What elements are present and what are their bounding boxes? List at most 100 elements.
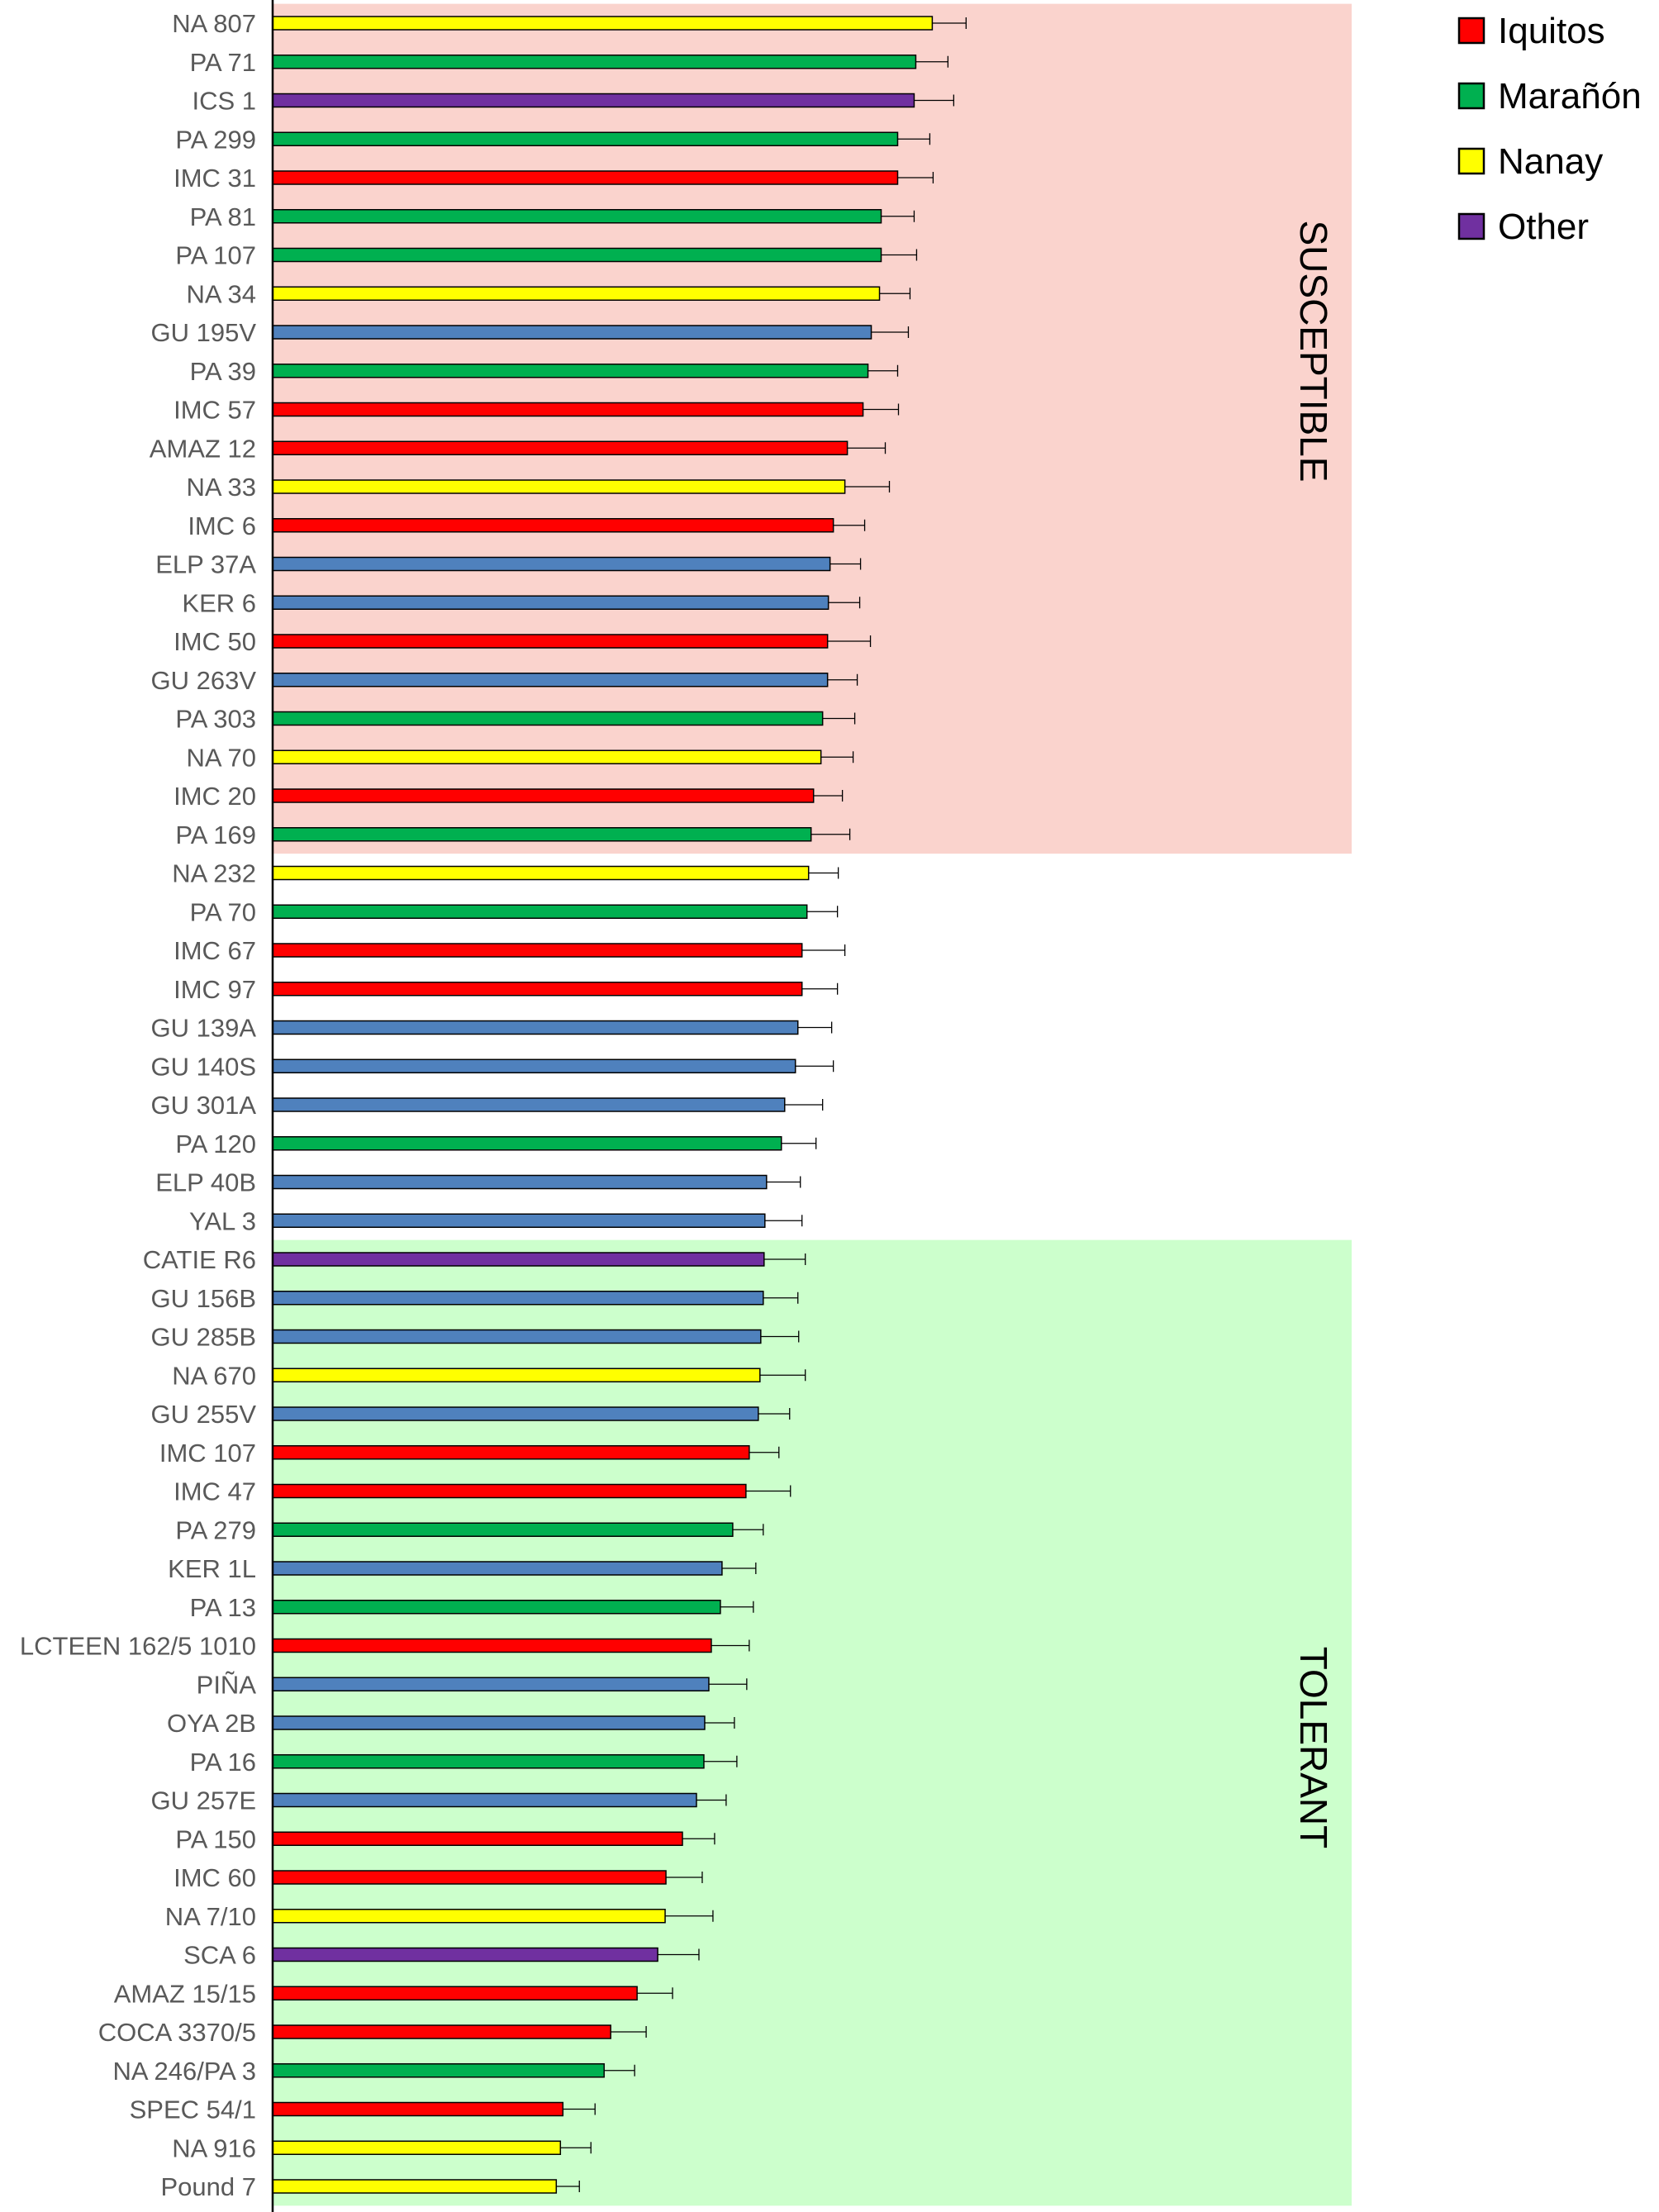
error-bar bbox=[704, 1717, 735, 1729]
category-label: NA 916 bbox=[172, 2134, 256, 2162]
bar bbox=[272, 286, 881, 301]
error-bar bbox=[871, 326, 910, 338]
bar bbox=[272, 1947, 658, 1962]
category-label: YAL 3 bbox=[189, 1206, 256, 1235]
category-label: IMC 31 bbox=[174, 164, 256, 193]
bar bbox=[272, 2101, 564, 2117]
error-bar bbox=[797, 1021, 833, 1034]
bar bbox=[272, 711, 824, 726]
category-label: NA 70 bbox=[187, 743, 256, 772]
category-label: SPEC 54/1 bbox=[130, 2095, 256, 2124]
error-bar bbox=[758, 1408, 791, 1420]
error-bar bbox=[897, 133, 931, 145]
bar bbox=[272, 2140, 562, 2155]
category-label: GU 263V bbox=[150, 666, 256, 695]
legend-item: Other bbox=[1457, 207, 1589, 247]
bar bbox=[272, 1097, 786, 1112]
error-bar bbox=[682, 1833, 715, 1845]
error-bar bbox=[720, 1601, 754, 1613]
error-bar bbox=[637, 1987, 673, 2000]
bar bbox=[272, 2063, 605, 2078]
error-bar bbox=[897, 172, 934, 183]
bar bbox=[272, 1445, 750, 1460]
category-label: GU 301A bbox=[150, 1091, 256, 1120]
category-label: NA 33 bbox=[187, 473, 256, 502]
bar bbox=[272, 904, 808, 919]
category-label: AMAZ 12 bbox=[150, 434, 256, 463]
bar bbox=[272, 1020, 799, 1035]
error-bar bbox=[611, 2026, 647, 2038]
error-bar bbox=[749, 1446, 780, 1458]
category-label: CATIE R6 bbox=[143, 1245, 256, 1274]
bar bbox=[272, 1638, 712, 1653]
category-label: NA 670 bbox=[172, 1361, 256, 1390]
error-bar bbox=[881, 210, 915, 222]
legend-swatch bbox=[1457, 147, 1485, 175]
legend-item: Marañón bbox=[1457, 76, 1642, 117]
error-bar bbox=[703, 1755, 738, 1767]
bar bbox=[272, 595, 830, 610]
category-label: Pound 7 bbox=[161, 2172, 257, 2201]
bar bbox=[272, 1561, 723, 1576]
category-label: PA 279 bbox=[175, 1515, 256, 1544]
category-label: PA 169 bbox=[175, 821, 256, 849]
category-label: COCA 3370/5 bbox=[98, 2018, 256, 2047]
category-label: IMC 50 bbox=[174, 627, 256, 656]
bar bbox=[272, 1715, 706, 1730]
zone-label-susceptible: SUSCEPTIBLE bbox=[1292, 221, 1335, 483]
error-bar bbox=[732, 1524, 764, 1536]
error-bar bbox=[696, 1794, 727, 1806]
category-label: KER 1L bbox=[168, 1554, 256, 1583]
legend-swatch bbox=[1457, 212, 1485, 240]
bar bbox=[272, 556, 831, 572]
error-bar bbox=[764, 1215, 803, 1227]
bar bbox=[272, 440, 849, 455]
error-bar bbox=[760, 1330, 800, 1343]
category-label: GU 255V bbox=[150, 1400, 256, 1429]
error-bar bbox=[830, 558, 862, 570]
error-bar bbox=[813, 790, 844, 802]
category-label: PA 71 bbox=[190, 48, 256, 77]
error-bar bbox=[763, 1253, 806, 1265]
bar bbox=[272, 943, 803, 958]
bar bbox=[272, 364, 869, 378]
bar bbox=[272, 93, 915, 108]
bar bbox=[272, 55, 917, 69]
category-label: GU 195V bbox=[150, 318, 256, 347]
category-label: PA 70 bbox=[190, 897, 256, 926]
bar bbox=[272, 1792, 697, 1808]
bar bbox=[272, 1406, 759, 1421]
error-bar bbox=[822, 712, 856, 725]
category-label: PA 39 bbox=[190, 357, 256, 386]
bar bbox=[272, 1754, 705, 1769]
bar bbox=[272, 479, 846, 494]
error-bar bbox=[827, 673, 858, 686]
bar bbox=[272, 1986, 638, 2000]
bar bbox=[272, 749, 822, 764]
category-label: NA 34 bbox=[187, 279, 256, 308]
error-bar bbox=[808, 867, 839, 879]
category-label: KER 6 bbox=[182, 588, 256, 617]
bar bbox=[272, 402, 864, 417]
bar bbox=[272, 634, 829, 649]
category-label: IMC 57 bbox=[174, 396, 256, 425]
bar bbox=[272, 1483, 747, 1499]
legend: Iquitos Marañón Nanay Other bbox=[1457, 11, 1642, 247]
category-label: OYA 2B bbox=[167, 1709, 256, 1738]
bar bbox=[272, 247, 882, 263]
category-label: PIÑA bbox=[197, 1670, 257, 1699]
category-label: IMC 6 bbox=[188, 511, 256, 540]
bar bbox=[272, 1329, 762, 1344]
error-bar bbox=[766, 1176, 801, 1188]
category-label: GU 140S bbox=[150, 1052, 256, 1081]
category-label: NA 807 bbox=[172, 9, 256, 38]
bar bbox=[272, 1291, 764, 1306]
bar bbox=[272, 673, 829, 687]
category-label: NA 246/PA 3 bbox=[113, 2057, 257, 2086]
error-bar bbox=[932, 17, 967, 29]
category-labels: NA 807 PA 71 ICS 1 PA 299 IMC 31 PA 81 PA 107 N… bbox=[20, 9, 256, 2201]
category-label: PA 13 bbox=[190, 1593, 256, 1622]
category-label: PA 107 bbox=[175, 241, 256, 270]
bar bbox=[272, 1600, 721, 1615]
